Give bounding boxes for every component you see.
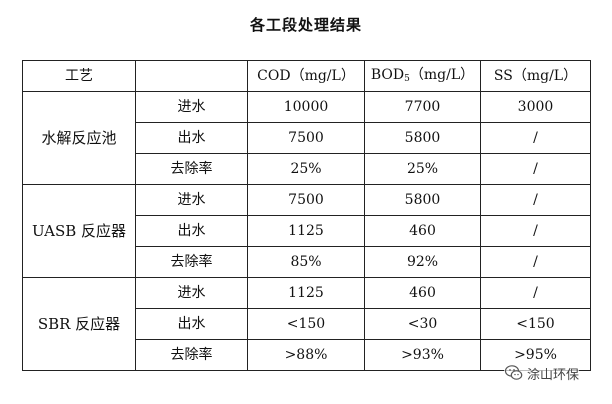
table-row: 出水 7500 5800 / xyxy=(23,122,591,154)
header-cod: COD（mg/L） xyxy=(247,60,365,92)
table-row: 去除率 25% 25% / xyxy=(23,153,591,185)
row-label: 出水 xyxy=(135,122,248,154)
bod-value: 5800 xyxy=(364,184,481,216)
bod-value: 460 xyxy=(364,277,481,309)
cod-value: >88% xyxy=(247,339,365,371)
ss-value: / xyxy=(480,277,591,309)
row-label: 出水 xyxy=(135,308,248,340)
row-label: 去除率 xyxy=(135,153,248,185)
cod-value: 1125 xyxy=(247,277,365,309)
header-bod-prefix: BOD xyxy=(370,67,405,83)
bod-value: 7700 xyxy=(364,91,481,123)
group-name: SBR 反应器 xyxy=(22,277,136,371)
header-row: 工艺 COD（mg/L） BOD5（mg/L） SS（mg/L） xyxy=(22,60,591,92)
table-row: 出水 1125 460 / xyxy=(23,215,591,247)
ss-value: <150 xyxy=(480,308,591,340)
cod-value: 25% xyxy=(247,153,365,185)
group-name: 水解反应池 xyxy=(22,91,136,185)
header-bod: BOD5（mg/L） xyxy=(364,60,481,92)
cod-value: <150 xyxy=(247,308,365,340)
bod-value: 25% xyxy=(364,153,481,185)
table-title: 各工段处理结果 xyxy=(249,16,362,34)
table-row: SBR 反应器 进水 1125 460 / xyxy=(22,277,591,371)
ss-value: / xyxy=(480,122,591,154)
bod-value: 460 xyxy=(364,215,481,247)
table-row: 水解反应池 进水 10000 7700 3000 xyxy=(22,91,591,185)
ss-value: / xyxy=(480,184,591,216)
table-row: 去除率 >88% >93% >95% xyxy=(23,339,591,371)
cod-value: 10000 xyxy=(247,91,365,123)
cod-value: 1125 xyxy=(247,215,365,247)
bod-value: 5800 xyxy=(364,122,481,154)
group-name: UASB 反应器 xyxy=(22,184,136,278)
ss-value: / xyxy=(480,215,591,247)
results-table: 工艺 COD（mg/L） BOD5（mg/L） SS（mg/L） 水解反应池 进… xyxy=(22,60,591,371)
ss-value: 3000 xyxy=(480,91,591,123)
ss-value: / xyxy=(480,153,591,185)
header-bod-sub: 5 xyxy=(404,74,410,84)
table-row: UASB 反应器 进水 7500 5800 / xyxy=(22,184,591,278)
bod-value: >93% xyxy=(364,339,481,371)
header-blank xyxy=(135,60,248,92)
wechat-icon xyxy=(504,363,524,383)
cod-value: 85% xyxy=(247,246,365,278)
header-bod-suffix: （mg/L） xyxy=(409,67,475,83)
row-label: 去除率 xyxy=(135,339,248,371)
row-label: 进水 xyxy=(135,277,248,309)
cod-value: 7500 xyxy=(247,184,365,216)
row-label: 出水 xyxy=(135,215,248,247)
table-row: 出水 <150 <30 <150 xyxy=(23,308,591,340)
table-row: 去除率 85% 92% / xyxy=(23,246,591,278)
bod-value: <30 xyxy=(364,308,481,340)
watermark-text: 涂山环保 xyxy=(527,367,580,383)
row-label: 进水 xyxy=(135,91,248,123)
header-ss: SS（mg/L） xyxy=(480,60,591,92)
bod-value: 92% xyxy=(364,246,481,278)
cod-value: 7500 xyxy=(247,122,365,154)
ss-value: / xyxy=(480,246,591,278)
row-label: 进水 xyxy=(135,184,248,216)
header-process: 工艺 xyxy=(22,60,136,92)
watermark: 涂山环保 xyxy=(504,362,580,384)
row-label: 去除率 xyxy=(135,246,248,278)
